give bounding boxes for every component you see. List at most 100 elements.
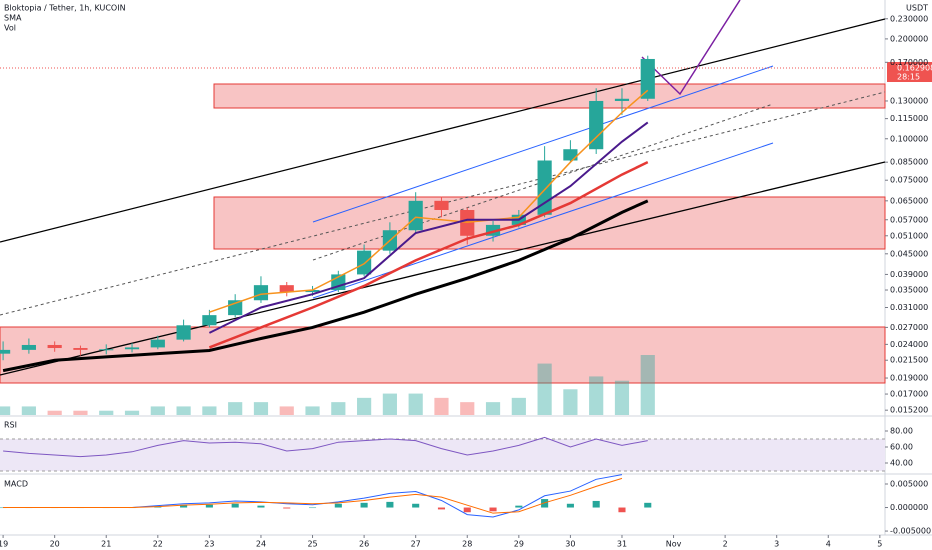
volume-bar	[279, 406, 294, 415]
currency: USDT	[906, 4, 928, 13]
candle-body	[357, 250, 372, 275]
x-tick-label: 28	[462, 540, 472, 549]
moving-average	[2, 199, 649, 373]
rsi-line	[3, 436, 648, 458]
macd-histogram	[437, 507, 446, 510]
candle-body	[73, 348, 88, 350]
candle-body	[279, 285, 294, 293]
x-tick-label: 21	[101, 540, 111, 549]
candle-body	[485, 224, 501, 236]
macd-histogram	[566, 503, 574, 508]
candle-body	[202, 315, 217, 326]
macd-histogram	[180, 505, 188, 508]
candle-body	[124, 347, 140, 350]
macd-histogram	[205, 504, 213, 508]
y-tick-label: 0.031000	[890, 303, 928, 312]
volume-bar	[640, 355, 655, 415]
candle-body	[589, 100, 604, 150]
y-tick-label: 0.045000	[890, 249, 928, 258]
x-tick-label: 27	[411, 540, 421, 549]
symbol: Bloktopia / Tether, 1h, KUCOIN	[4, 4, 126, 13]
macd-histogram	[412, 503, 420, 508]
rsi-band	[0, 439, 885, 471]
macd-histogram	[360, 502, 368, 508]
volume-bar	[563, 389, 578, 415]
y-tick-label: 0.100000	[890, 134, 928, 143]
macd-histogram	[463, 507, 471, 513]
volume-bar	[228, 402, 243, 415]
macd-histogram	[489, 507, 497, 512]
candle-body	[408, 200, 423, 231]
volume-bar	[21, 406, 36, 415]
last-price: 0.162908	[897, 64, 932, 73]
x-tick-label: 22	[153, 540, 163, 549]
volume-bar	[0, 406, 11, 415]
rsi-label: RSI	[4, 421, 17, 430]
y-tick-label: 0.015200	[890, 406, 928, 415]
candle-body	[99, 349, 114, 351]
x-tick-label: 31	[617, 540, 627, 549]
macd-label: MACD	[4, 480, 28, 489]
y-tick-label: 0.035000	[890, 286, 928, 295]
y-tick-label: 0.027000	[890, 323, 928, 332]
x-tick-label: 30	[565, 540, 575, 549]
volume-bar	[331, 402, 346, 415]
volume-bar	[305, 406, 320, 415]
y-tick-label: 0.130000	[890, 96, 928, 105]
macd-histogram	[644, 502, 652, 508]
volume-bar	[537, 363, 552, 415]
volume-bar	[434, 397, 449, 415]
moving-average	[209, 89, 649, 313]
candle-body	[253, 285, 269, 301]
x-tick-label: 26	[359, 540, 369, 549]
volume-bar	[99, 410, 114, 415]
volume-bar	[253, 402, 269, 415]
macd-signal	[3, 477, 623, 514]
macd-tick-label: 0.005000	[890, 480, 928, 489]
y-tick-label: 0.065000	[890, 196, 928, 205]
sma-label: SMA	[4, 14, 22, 23]
y-tick-label: 0.230000	[890, 14, 928, 23]
volume-bar	[382, 393, 397, 415]
moving-average	[208, 121, 649, 334]
volume-bar	[511, 397, 526, 415]
x-tick-label: 2	[723, 540, 728, 549]
candle-body	[0, 349, 11, 354]
candle-body	[614, 98, 630, 101]
candle-body	[150, 339, 165, 348]
countdown: 28:15	[897, 73, 920, 82]
volume-bar	[408, 393, 423, 415]
candle-body	[21, 344, 36, 350]
y-tick-label: 0.019000	[890, 374, 928, 383]
x-tick-label: 3	[774, 540, 779, 549]
y-tick-label: 0.170000	[890, 58, 928, 67]
y-tick-label: 0.085000	[890, 158, 928, 167]
candle-body	[305, 290, 320, 293]
price-badge	[887, 62, 932, 82]
candle-body	[563, 149, 578, 161]
macd-histogram	[592, 500, 600, 508]
y-tick-label: 0.115000	[890, 114, 928, 123]
macd-histogram	[308, 507, 317, 509]
y-tick-label: 0.051000	[890, 231, 928, 240]
moving-average	[208, 161, 649, 349]
volume-bar	[73, 410, 88, 415]
y-tick-label: 0.039000	[890, 270, 928, 279]
candle-body	[176, 325, 191, 340]
x-tick-label: Nov	[666, 540, 682, 549]
vol-label: Vol	[4, 24, 16, 33]
volume-bar	[589, 376, 604, 415]
y-tick-label: 0.075000	[890, 176, 928, 185]
y-tick-label: 0.024000	[890, 340, 928, 349]
x-tick-label: 5	[877, 540, 882, 549]
volume-bar	[47, 410, 62, 415]
volume-bar	[460, 402, 475, 415]
candle-body	[640, 58, 655, 99]
macd-histogram	[283, 507, 291, 509]
volume-bar	[202, 406, 217, 415]
candle-body	[434, 200, 449, 210]
y-tick-label: 0.057000	[890, 215, 928, 224]
volume-bar	[357, 397, 372, 415]
macd-histogram	[257, 505, 265, 508]
